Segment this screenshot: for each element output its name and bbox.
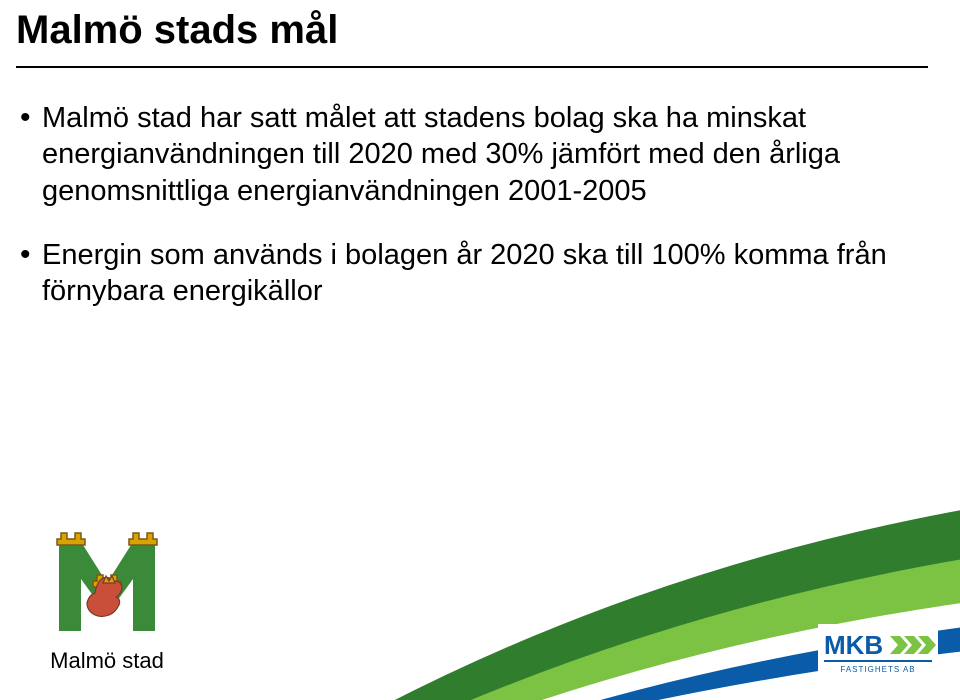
- page-title: Malmö stads mål: [16, 8, 338, 53]
- mkb-subtext: FASTIGHETS AB: [840, 665, 915, 674]
- bullet-list: Malmö stad har satt målet att stadens bo…: [16, 100, 912, 337]
- malmo-shield-icon: [47, 529, 167, 644]
- list-item: Malmö stad har satt målet att stadens bo…: [16, 100, 912, 209]
- mkb-text: MKB: [824, 630, 883, 660]
- mkb-divider: [824, 660, 932, 662]
- mkb-logo: MKB FASTIGHETS AB: [818, 624, 938, 678]
- list-item: Energin som används i bolagen år 2020 sk…: [16, 237, 912, 310]
- malmo-stad-label: Malmö stad: [22, 648, 192, 674]
- malmo-stad-logo: Malmö stad: [22, 529, 192, 674]
- slide: Malmö stads mål Malmö stad har satt måle…: [0, 0, 960, 700]
- title-rule: [16, 66, 928, 68]
